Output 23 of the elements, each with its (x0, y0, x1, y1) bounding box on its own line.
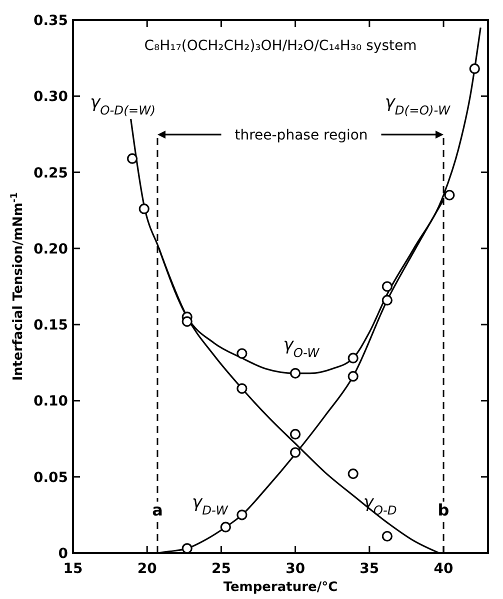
annotation: three-phase region (234, 128, 368, 144)
y-tick-label: 0.35 (33, 13, 68, 29)
x-tick-label: 30 (286, 561, 306, 577)
y-tick-label: 0.25 (33, 165, 68, 182)
ref-line-label: b (438, 500, 450, 520)
x-tick-label: 40 (434, 561, 454, 577)
text: C₈H₁₇(OCH₂CH₂)₃OH/H₂O/C₁₄H₃₀ system (144, 38, 417, 54)
annotation: γ$_{D-W}$ (192, 492, 229, 518)
y-tick-label: 0.20 (33, 241, 68, 258)
y-tick-label: 0.05 (33, 470, 68, 486)
y-tick-label: 0.10 (33, 394, 68, 410)
ref-line-label: a (152, 500, 163, 520)
y-tick-label: 0.15 (33, 318, 68, 334)
annotation: γ$_{O-W}$ (283, 335, 320, 360)
annotation: γ$_{O-D(=W)}$ (90, 92, 156, 118)
x-tick-label: 25 (211, 561, 231, 577)
x-tick-label: 20 (137, 561, 158, 577)
y-tick-label: 0.30 (33, 89, 68, 106)
x-tick-label: 35 (360, 561, 380, 577)
x-tick-label: 15 (63, 561, 83, 577)
y-tick-label: 0 (58, 546, 68, 562)
x-axis-title: Temperature/°C (223, 580, 338, 595)
annotation: γ$_{D(=O)-W}$ (384, 92, 451, 118)
